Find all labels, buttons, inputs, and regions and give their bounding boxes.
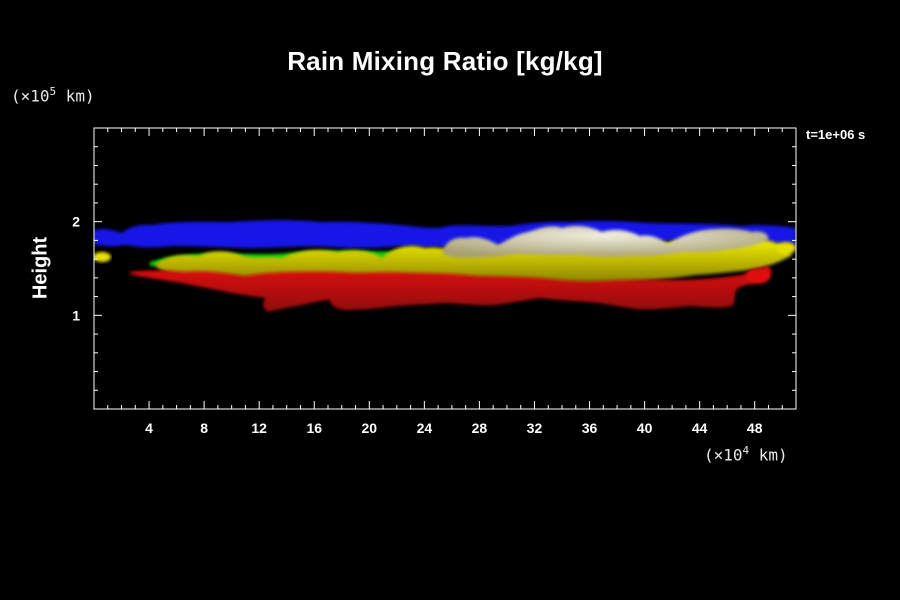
x-tick-label: 32 [527,420,543,436]
chart-title: Rain Mixing Ratio [kg/kg] [287,46,603,76]
rain-layer-blue [94,220,796,249]
x-tick-label: 8 [200,420,208,436]
rain-layer-red [128,266,772,312]
x-tick-label: 28 [472,420,488,436]
x-tick-label: 24 [417,420,433,436]
x-tick-label: 36 [582,420,598,436]
y-tick-labels: 12 [72,214,80,324]
rain-field [94,220,796,312]
y-tick-label: 2 [72,214,80,230]
x-tick-label: 4 [145,420,153,436]
x-tick-label: 20 [362,420,378,436]
x-tick-labels: 4 8 12 16 20 24 28 32 36 40 44 48 [145,420,763,436]
rain-blob-right-yellow [776,242,796,254]
y-axis-units: (×105 km) [11,85,95,106]
rain-blob-left [94,252,111,262]
y-tick-label: 1 [72,307,80,323]
x-tick-label: 44 [692,420,708,436]
time-stamp: t=1e+06 s [806,127,866,142]
plot-frame [93,127,797,410]
x-axis-units: (×104 km) [704,444,788,465]
x-tick-label: 12 [251,420,267,436]
x-tick-label: 16 [306,420,322,436]
axis-ticks [94,128,796,409]
rain-blob-right [746,269,770,283]
rain-layer-white [442,225,769,258]
x-tick-label: 48 [747,420,763,436]
x-tick-label: 40 [637,420,653,436]
